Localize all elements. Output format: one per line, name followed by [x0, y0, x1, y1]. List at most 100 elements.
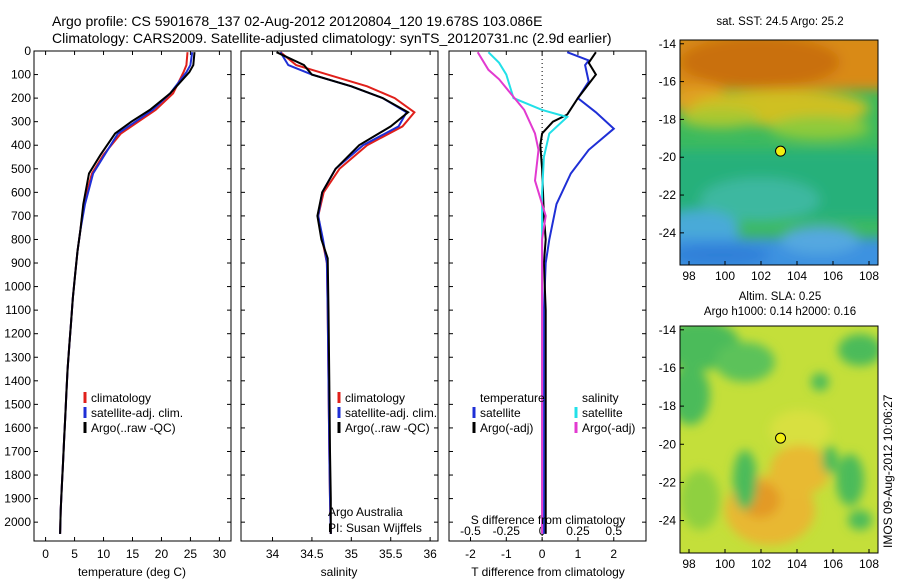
difference-legend-salinity-label: salinity	[582, 391, 619, 405]
series-line-argo	[276, 51, 410, 534]
series-line-argo_salinity	[476, 51, 547, 534]
timestamp-stamp: IMOS 09-Aug-2012 10:06:27	[881, 394, 895, 548]
title-line-1: Argo profile: CS 5901678_137 02-Aug-2012…	[52, 13, 542, 29]
temperature-legend-label: Argo(..raw -QC)	[91, 421, 176, 435]
s-tick-label: -0.5	[460, 524, 481, 538]
x-tick-label: -1	[501, 547, 512, 561]
salinity-plot: 34 34.5 35 35.5 36 climatologysatellite-adj. …	[241, 50, 438, 561]
sla-map-subtitle: Argo h1000: 0.14 h2000: 0.16	[704, 306, 856, 318]
salinity-legend-label: satellite-adj. clim.	[345, 406, 437, 420]
sst-map-axes: 98 100 102 104 106 108 -14 -16 -18 -20 -22 -24	[659, 37, 880, 283]
title-line-2: Climatology: CARS2009. Satellite-adjuste…	[52, 30, 612, 46]
map-y-tick-label: -16	[659, 75, 677, 89]
map-y-tick-label: -24	[659, 514, 677, 528]
x-tick-label: 1	[575, 547, 582, 561]
temperature-xlabel: temperature (deg C)	[78, 565, 186, 579]
map-x-tick-label: 98	[682, 557, 696, 571]
temperature-legend-label: climatology	[91, 391, 151, 405]
y-tick-label: 1300	[4, 350, 31, 364]
temperature-plot: 0 5 10 15 20 25 300100200300400500600700800900…	[4, 44, 231, 561]
y-tick-label: 400	[11, 138, 31, 152]
y-tick-label: 1900	[4, 492, 31, 506]
map-y-tick-label: -20	[659, 150, 677, 164]
y-tick-label: 600	[11, 185, 31, 199]
y-tick-label: 1800	[4, 468, 31, 482]
difference-axes	[448, 50, 647, 542]
map-y-tick-label: -22	[659, 188, 677, 202]
map-x-tick-label: 106	[823, 269, 843, 283]
map-x-tick-label: 98	[682, 269, 696, 283]
series-line-satellite	[542, 51, 616, 534]
map-y-tick-label: -18	[659, 399, 677, 413]
x-tick-label: -2	[465, 547, 476, 561]
y-tick-label: 500	[11, 162, 31, 176]
y-tick-label: 900	[11, 256, 31, 270]
y-tick-label: 1200	[4, 327, 31, 341]
difference-legend-salinity-label: satellite	[582, 406, 623, 420]
y-tick-label: 1400	[4, 374, 31, 388]
sst-map-frame	[679, 39, 879, 266]
salinity-xlabel: salinity	[321, 565, 358, 579]
argo-position-marker	[775, 432, 787, 444]
x-tick-label: 35.5	[379, 547, 403, 561]
y-tick-label: 2000	[4, 515, 31, 529]
s-tick-label: 0.5	[605, 524, 622, 538]
map-y-tick-label: -14	[659, 37, 677, 51]
map-y-tick-label: -22	[659, 475, 677, 489]
map-x-tick-label: 100	[715, 557, 735, 571]
credit-line-1: Argo Australia	[328, 505, 403, 519]
argo-position-marker	[775, 145, 787, 157]
map-y-tick-label: -14	[659, 323, 677, 337]
y-tick-label: 100	[11, 68, 31, 82]
y-tick-label: 700	[11, 209, 31, 223]
map-y-tick-label: -16	[659, 361, 677, 375]
x-tick-label: 36	[423, 547, 437, 561]
x-tick-label: 10	[97, 547, 111, 561]
y-tick-label: 1000	[4, 280, 31, 294]
map-x-tick-label: 108	[859, 269, 879, 283]
sla-map-axes: 98 100 102 104 106 108 -14 -16 -18 -20 -22 -24	[659, 323, 880, 571]
y-tick-label: 800	[11, 232, 31, 246]
s-tick-label: -0.25	[493, 524, 521, 538]
salinity-axes	[240, 50, 439, 542]
temperature-axes	[33, 50, 232, 542]
credit-line-2: PI: Susan Wijffels	[328, 521, 422, 535]
sst-map-title: sat. SST: 24.5 Argo: 25.2	[716, 16, 843, 28]
difference-legend-temperature-label: Argo(-adj)	[480, 421, 533, 435]
x-tick-label: 5	[71, 547, 78, 561]
series-line-argo	[59, 52, 196, 534]
y-tick-label: 0	[24, 44, 31, 58]
y-tick-label: 200	[11, 91, 31, 105]
difference-legend-temperature-label: temperature	[480, 391, 545, 405]
y-tick-label: 1500	[4, 397, 31, 411]
difference-legend-temperature-label: satellite	[480, 406, 521, 420]
map-y-tick-label: -24	[659, 226, 677, 240]
difference-legend-salinity-label: Argo(-adj)	[582, 421, 635, 435]
x-tick-label: 25	[184, 547, 198, 561]
difference-plot: -2 -1 0 1 2-0.5 -0.25 0 0.25 0.5temperaturesatel…	[449, 50, 646, 561]
sla-map-frame	[679, 325, 879, 554]
map-x-tick-label: 108	[859, 557, 879, 571]
difference-xlabel: T difference from climatology	[471, 565, 625, 579]
y-tick-label: 1700	[4, 444, 31, 458]
map-x-tick-label: 102	[751, 269, 771, 283]
x-tick-label: 15	[126, 547, 140, 561]
x-tick-label: 0	[42, 547, 49, 561]
sst-map-field	[680, 40, 878, 265]
map-x-tick-label: 102	[751, 557, 771, 571]
map-x-tick-label: 106	[823, 557, 843, 571]
map-x-tick-label: 100	[715, 269, 735, 283]
s-tick-label: 0.25	[566, 524, 590, 538]
x-tick-label: 2	[610, 547, 617, 561]
sla-map-title: Altim. SLA: 0.25	[739, 291, 821, 303]
x-tick-label: 34	[266, 547, 280, 561]
x-tick-label: 30	[213, 547, 227, 561]
y-tick-label: 1600	[4, 421, 31, 435]
sla-map-field	[680, 326, 878, 553]
map-y-tick-label: -20	[659, 437, 677, 451]
x-tick-label: 20	[155, 547, 169, 561]
y-tick-label: 1100	[5, 303, 31, 317]
y-tick-label: 300	[11, 115, 31, 129]
map-x-tick-label: 104	[787, 557, 807, 571]
